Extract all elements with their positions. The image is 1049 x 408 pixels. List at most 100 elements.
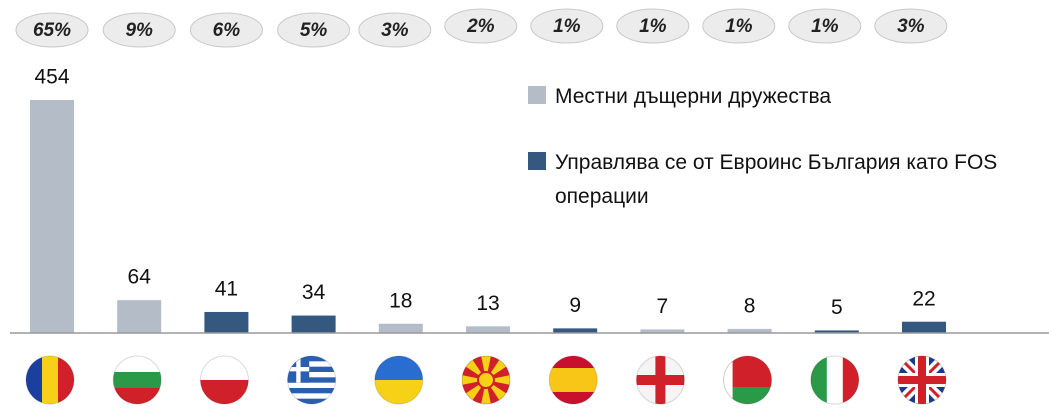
flag [810,356,859,404]
flag-part [113,372,162,389]
flag [462,356,510,404]
flag-part [478,380,494,404]
legend-label: Местни дъщерни дружества [555,85,832,108]
share-label: 65% [33,20,71,41]
flag-shine [810,355,860,405]
flag-part [287,398,336,404]
flag-shine [897,355,947,405]
flag-part [478,356,494,380]
share-bubble [874,8,948,44]
bar [553,328,598,333]
flag-part [477,371,495,389]
flag-part [723,387,772,404]
share-bubble [444,8,518,44]
flag [26,356,74,404]
flag-part [287,388,336,394]
value-label: 22 [912,287,935,310]
flag-shine [635,355,685,405]
flag-part [113,356,162,373]
share-label: 1% [553,16,581,37]
flag-part [826,356,844,404]
value-label: 5 [831,296,843,319]
flag-part [374,356,423,381]
value-label: 41 [215,278,238,301]
flag-part [287,367,310,372]
flag-part [549,368,598,381]
flag [113,356,162,404]
flag-part [26,356,43,404]
share-label: 1% [811,16,839,37]
flag-part [287,372,336,378]
value-label: 454 [34,66,69,89]
flag-part [462,372,486,388]
value-label: 8 [744,294,756,317]
flag-part [200,380,249,404]
share-label: 6% [213,20,241,41]
flag-part [287,356,336,362]
share-bubble [788,8,862,44]
flag-shine [112,355,162,405]
flag-shine [287,355,337,405]
flag-part [486,372,510,388]
flag-part [287,393,336,399]
flag-part [287,361,336,367]
flag-shine [374,355,424,405]
legend-swatch [528,86,546,104]
flag-part [636,375,685,385]
share-bubble [277,12,351,48]
share-bubble [15,12,89,48]
value-label: 13 [476,292,499,315]
flag-part [842,356,859,404]
flag-shine [25,355,75,405]
share-bubble [189,12,263,48]
share-label: 1% [725,16,753,37]
share-label: 2% [466,16,495,37]
flag-part [58,356,74,404]
value-label: 34 [302,281,326,304]
bar [30,100,74,333]
legend-swatch [528,152,546,170]
flag-shine [199,355,249,405]
flag-part [898,376,946,384]
flag [287,356,336,404]
share-bubble [702,8,776,44]
flag-part [200,356,249,381]
flag-shine [723,355,773,405]
bar [117,300,162,333]
share-label: 9% [125,20,153,41]
share-bubble [616,8,690,44]
flag-shine [548,355,598,405]
bar [378,323,423,333]
flag-part [287,382,336,389]
bar [640,329,685,333]
share-label: 1% [639,16,667,37]
flag-part [113,388,162,404]
share-label: 5% [300,20,328,41]
flag-part [287,377,336,383]
flag-part [287,366,336,373]
flag-part [549,380,598,393]
flag [898,356,946,404]
share-label: 3% [381,20,409,41]
flag-part [374,380,423,404]
share-label: 3% [897,16,925,37]
value-label: 9 [569,294,581,317]
bar [204,311,249,333]
value-label: 7 [657,295,669,318]
share-bubble [358,12,432,48]
share-bubble [530,8,604,44]
bar [466,326,510,333]
flag-part [42,356,59,404]
flag-part [810,356,828,404]
flag-part [549,392,598,404]
flag-part [723,356,733,404]
value-label: 18 [389,289,412,312]
bar [902,321,946,333]
flag-shine [461,355,511,405]
share-bubble [102,12,176,48]
legend-label: Управлява се от Евроинс България като FO… [555,151,998,208]
bar [291,315,336,333]
bar [727,328,772,333]
